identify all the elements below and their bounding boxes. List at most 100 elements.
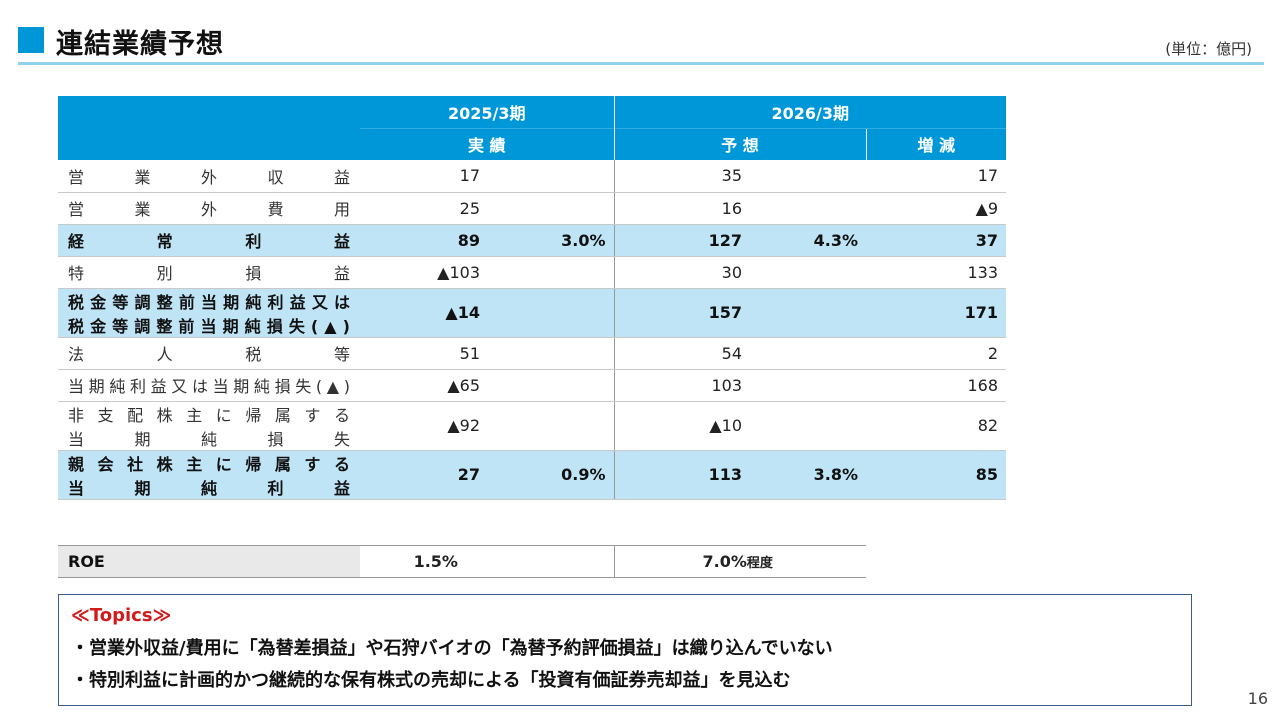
forecast-pct <box>754 369 867 402</box>
row-label-line: 税金等調整前当期純損失(▲) <box>68 316 350 336</box>
forecast-value: 30 <box>613 256 755 289</box>
row-label: 親会社株主に帰属する 当期純利益 <box>58 450 360 500</box>
topics-line-2: ・特別利益に計画的かつ継続的な保有株式の売却による「投資有価証券売却益」を見込む <box>71 670 791 691</box>
row-label: 当期純利益又は当期純損失(▲) <box>58 369 360 402</box>
row-label-line: 親会社株主に帰属する <box>68 454 350 474</box>
topics-box: ≪Topics≫ ・営業外収益/費用に「為替差損益」や石狩バイオの「為替予約評価… <box>58 594 1192 706</box>
forecast-pct <box>754 256 867 289</box>
roe-forecast-cell: 7.0%程度 <box>613 545 866 578</box>
actual-value: ▲92 <box>360 401 492 451</box>
table-row: 非支配株主に帰属する 当期純損失 ▲92 ▲10 82 <box>58 401 1007 451</box>
table-row: 親会社株主に帰属する 当期純利益 27 0.9% 113 3.8% 85 <box>58 450 1007 500</box>
roe-row: ROE 1.5% 7.0%程度 <box>58 545 866 578</box>
change-value: ▲9 <box>866 192 1007 225</box>
actual-pct: 0.9% <box>492 450 615 500</box>
table-row: 営業外収益 17 35 17 <box>58 160 1007 193</box>
subhead-change: 増 減 <box>865 127 1007 160</box>
topics-line-1: ・営業外収益/費用に「為替差損益」や石狩バイオの「為替予約評価損益」は織り込んで… <box>71 638 833 659</box>
roe-forecast: 7.0% <box>702 552 747 571</box>
actual-pct: 3.0% <box>492 224 615 257</box>
row-label-line: 当期純損失 <box>68 429 350 449</box>
actual-pct <box>492 256 615 289</box>
row-label: 営業外収益 <box>58 160 360 193</box>
actual-pct <box>492 288 615 338</box>
row-label-line: 税金等調整前当期純利益又は <box>68 292 350 312</box>
forecast-value: ▲10 <box>613 401 755 451</box>
row-label: 法人税等 <box>58 337 360 370</box>
actual-pct <box>492 369 615 402</box>
forecast-pct <box>754 160 867 193</box>
header-blank <box>58 96 360 160</box>
table-row: 特別損益 ▲103 30 133 <box>58 256 1007 289</box>
forecast-pct: 3.8% <box>754 450 867 500</box>
row-label-line: 当期純利益又は当期純損失(▲) <box>68 377 350 396</box>
financial-forecast-table: 2025/3期 2026/3期 実 績 予 想 増 減 営業外収益 17 35 17 営… <box>58 96 1007 500</box>
change-value: 2 <box>866 337 1007 370</box>
title-divider <box>18 62 1264 65</box>
row-label: 税金等調整前当期純利益又は 税金等調整前当期純損失(▲) <box>58 288 360 338</box>
unit-label: (単位：億円) <box>1165 40 1252 58</box>
forecast-pct <box>754 401 867 451</box>
row-label-line: 法人税等 <box>68 345 350 364</box>
row-label-line: 営業外費用 <box>68 200 350 219</box>
forecast-pct <box>754 192 867 225</box>
table-row: 法人税等 51 54 2 <box>58 337 1007 370</box>
change-value: 82 <box>866 401 1007 451</box>
period-2025: 2025/3期 <box>360 96 615 128</box>
table-row: 当期純利益又は当期純損失(▲) ▲65 103 168 <box>58 369 1007 402</box>
roe-table: ROE 1.5% 7.0%程度 <box>58 545 866 578</box>
forecast-value: 103 <box>613 369 755 402</box>
subhead-forecast: 予 想 <box>613 127 867 160</box>
row-label: 非支配株主に帰属する 当期純損失 <box>58 401 360 451</box>
row-label-line: 営業外収益 <box>68 167 350 187</box>
title-square-icon <box>18 27 44 53</box>
forecast-value: 16 <box>613 192 755 225</box>
row-label-line: 非支配株主に帰属する <box>68 405 350 425</box>
actual-value: 89 <box>360 224 492 257</box>
subhead-actual: 実 績 <box>360 127 615 160</box>
forecast-value: 113 <box>613 450 755 500</box>
forecast-pct <box>754 337 867 370</box>
forecast-value: 157 <box>613 288 755 338</box>
change-value: 37 <box>866 224 1007 257</box>
actual-value: ▲65 <box>360 369 492 402</box>
page-title: 連結業績予想 <box>56 29 224 60</box>
row-label: 特別損益 <box>58 256 360 289</box>
actual-pct <box>492 192 615 225</box>
roe-actual: 1.5% <box>360 545 614 578</box>
actual-value: ▲103 <box>360 256 492 289</box>
table-row: 営業外費用 25 16 ▲9 <box>58 192 1007 225</box>
actual-value: 51 <box>360 337 492 370</box>
actual-pct <box>492 337 615 370</box>
row-label: 営業外費用 <box>58 192 360 225</box>
forecast-value: 54 <box>613 337 755 370</box>
change-value: 133 <box>866 256 1007 289</box>
table-row: 経常利益 89 3.0% 127 4.3% 37 <box>58 224 1007 257</box>
table-subheader-row: 実 績 予 想 増 減 <box>58 127 1007 160</box>
actual-pct <box>492 401 615 451</box>
actual-value: ▲14 <box>360 288 492 338</box>
change-value: 171 <box>866 288 1007 338</box>
row-label-line: 経常利益 <box>68 232 350 251</box>
table-header-row: 2025/3期 2026/3期 <box>58 96 1007 160</box>
actual-pct <box>492 160 615 193</box>
period-2026: 2026/3期 <box>613 96 1007 128</box>
row-label-line: 特別損益 <box>68 264 350 283</box>
change-value: 17 <box>866 160 1007 193</box>
page-number: 16 <box>1247 689 1268 708</box>
topics-title: ≪Topics≫ <box>71 605 172 626</box>
change-value: 85 <box>866 450 1007 500</box>
forecast-value: 127 <box>613 224 755 257</box>
forecast-pct: 4.3% <box>754 224 867 257</box>
actual-value: 27 <box>360 450 492 500</box>
actual-value: 17 <box>360 160 492 193</box>
row-label-line: 当期純利益 <box>68 478 350 498</box>
row-label: 経常利益 <box>58 224 360 257</box>
forecast-pct <box>754 288 867 338</box>
forecast-value: 35 <box>613 160 755 193</box>
change-value: 168 <box>866 369 1007 402</box>
actual-value: 25 <box>360 192 492 225</box>
table-row: 税金等調整前当期純利益又は 税金等調整前当期純損失(▲) ▲14 157 171 <box>58 288 1007 338</box>
roe-label: ROE <box>58 545 360 578</box>
roe-forecast-suffix: 程度 <box>746 556 773 571</box>
